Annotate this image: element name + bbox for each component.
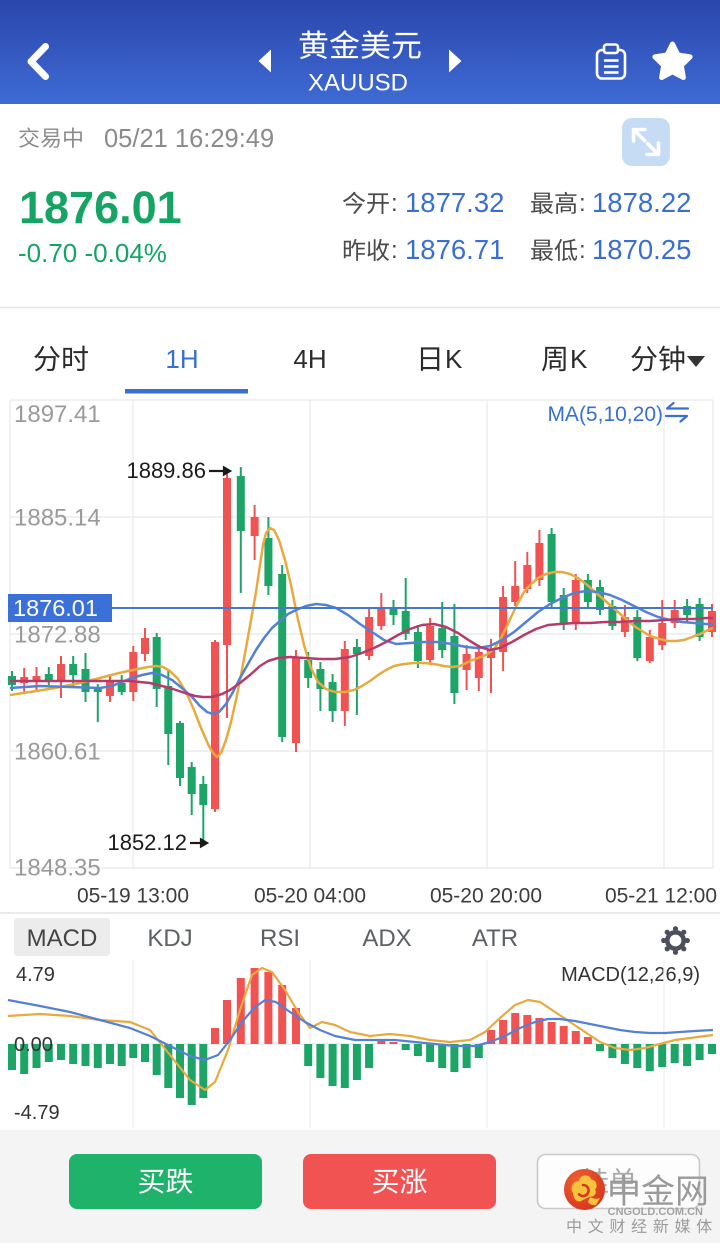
svg-text:ATR: ATR <box>472 925 518 952</box>
svg-text:ADX: ADX <box>362 925 411 952</box>
svg-text::: : <box>391 190 398 217</box>
svg-text:K: K <box>570 344 588 374</box>
svg-text:0.00: 0.00 <box>14 1034 53 1056</box>
svg-text:05-19 13:00: 05-19 13:00 <box>77 885 189 908</box>
svg-text:1889.86: 1889.86 <box>126 458 206 483</box>
svg-text:1872.88: 1872.88 <box>14 622 101 649</box>
svg-text:4.79: 4.79 <box>16 964 55 986</box>
svg-text:05-20 20:00: 05-20 20:00 <box>430 885 542 908</box>
svg-text:1848.35: 1848.35 <box>14 855 101 882</box>
svg-text:1877.32: 1877.32 <box>405 187 504 218</box>
svg-text:MA(5,10,20): MA(5,10,20) <box>547 403 663 426</box>
svg-text:K: K <box>445 344 463 374</box>
svg-text:1H: 1H <box>165 344 198 374</box>
svg-text:05-21 12:00: 05-21 12:00 <box>605 885 717 908</box>
svg-text:1870.25: 1870.25 <box>592 234 691 265</box>
svg-text:1876.71: 1876.71 <box>405 234 504 265</box>
svg-text::: : <box>579 190 586 217</box>
svg-text:05-20 04:00: 05-20 04:00 <box>254 885 366 908</box>
svg-text:1852.12: 1852.12 <box>107 830 187 855</box>
svg-text:-0.70 -0.04%: -0.70 -0.04% <box>18 238 167 268</box>
svg-text:1860.61: 1860.61 <box>14 739 101 766</box>
svg-text:RSI: RSI <box>260 925 300 952</box>
svg-text:05/21 16:29:49: 05/21 16:29:49 <box>104 125 274 153</box>
svg-text:1878.22: 1878.22 <box>592 187 691 218</box>
svg-text::: : <box>391 237 398 264</box>
svg-text:XAUUSD: XAUUSD <box>308 70 408 97</box>
svg-text::: : <box>579 237 586 264</box>
svg-text:-4.79: -4.79 <box>14 1102 60 1124</box>
svg-text:KDJ: KDJ <box>147 925 192 952</box>
svg-text:CNGOLD.COM.CN: CNGOLD.COM.CN <box>608 1206 703 1218</box>
svg-text:1885.14: 1885.14 <box>14 505 101 532</box>
svg-text:1876.01: 1876.01 <box>13 595 98 621</box>
svg-text:1876.01: 1876.01 <box>19 182 182 233</box>
svg-text:MACD: MACD <box>27 925 98 952</box>
svg-text:1897.41: 1897.41 <box>14 401 101 428</box>
svg-text:MACD(12,26,9): MACD(12,26,9) <box>561 964 700 986</box>
svg-text:4H: 4H <box>293 344 326 374</box>
